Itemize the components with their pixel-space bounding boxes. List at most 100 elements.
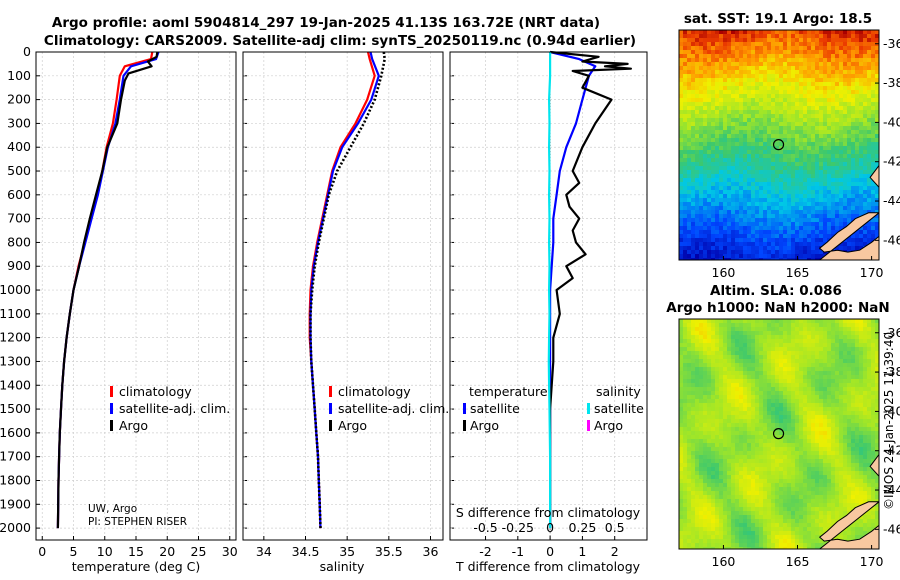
heatmap-cell xyxy=(715,70,720,75)
heatmap-cell xyxy=(835,74,840,79)
heatmap-cell xyxy=(807,351,812,356)
heatmap-cell xyxy=(767,34,772,39)
heatmap-cell xyxy=(775,423,780,428)
heatmap-cell xyxy=(831,122,836,127)
heatmap-cell xyxy=(843,439,848,444)
heatmap-cell xyxy=(779,447,784,452)
heatmap-cell xyxy=(831,142,836,147)
heatmap-cell xyxy=(835,42,840,47)
heatmap-cell xyxy=(715,102,720,107)
heatmap-cell xyxy=(763,210,768,215)
heatmap-cell xyxy=(799,42,804,47)
heatmap-cell xyxy=(715,351,720,356)
heatmap-cell xyxy=(703,419,708,424)
heatmap-cell xyxy=(859,399,864,404)
heatmap-cell xyxy=(783,347,788,352)
heatmap-cell xyxy=(699,355,704,360)
heatmap-cell xyxy=(763,158,768,163)
y-tick-label: 2000 xyxy=(0,520,31,535)
heatmap-cell xyxy=(847,327,852,332)
heatmap-cell xyxy=(703,383,708,388)
heatmap-cell xyxy=(863,114,868,119)
heatmap-cell xyxy=(831,339,836,344)
heatmap-cell xyxy=(747,170,752,175)
heatmap-cell xyxy=(783,367,788,372)
heatmap-cell xyxy=(831,46,836,51)
heatmap-cell xyxy=(811,246,816,251)
heatmap-cell xyxy=(735,118,740,123)
heatmap-cell xyxy=(715,451,720,456)
heatmap-cell xyxy=(787,459,792,464)
heatmap-cell xyxy=(843,70,848,75)
heatmap-cell xyxy=(847,455,852,460)
heatmap-cell xyxy=(751,206,756,211)
heatmap-cell xyxy=(707,435,712,440)
heatmap-cell xyxy=(787,106,792,111)
heatmap-cell xyxy=(831,395,836,400)
heatmap-cell xyxy=(803,254,808,259)
heatmap-cell xyxy=(703,230,708,235)
heatmap-cell xyxy=(795,94,800,99)
heatmap-cell xyxy=(871,150,876,155)
heatmap-cell xyxy=(831,222,836,227)
heatmap-cell xyxy=(679,82,684,87)
heatmap-cell xyxy=(783,234,788,239)
heatmap-cell xyxy=(683,443,688,448)
heatmap-cell xyxy=(871,86,876,91)
heatmap-cell xyxy=(795,110,800,115)
heatmap-cell xyxy=(851,427,856,432)
heatmap-cell xyxy=(703,375,708,380)
heatmap-cell xyxy=(691,58,696,63)
heatmap-cell xyxy=(751,38,756,43)
heatmap-cell xyxy=(779,190,784,195)
heatmap-cell xyxy=(791,142,796,147)
heatmap-cell xyxy=(699,106,704,111)
heatmap-cell xyxy=(691,431,696,436)
heatmap-cell xyxy=(803,142,808,147)
heatmap-cell xyxy=(707,166,712,171)
heatmap-cell xyxy=(747,178,752,183)
heatmap-cell xyxy=(763,138,768,143)
heatmap-cell xyxy=(747,94,752,99)
heatmap-cell xyxy=(739,327,744,332)
heatmap-cell xyxy=(783,110,788,115)
heatmap-cell xyxy=(791,214,796,219)
heatmap-cell xyxy=(795,399,800,404)
heatmap-cell xyxy=(743,379,748,384)
heatmap-cell xyxy=(875,154,879,159)
heatmap-cell xyxy=(783,194,788,199)
heatmap-cell xyxy=(795,142,800,147)
heatmap-cell xyxy=(799,58,804,63)
heatmap-cell xyxy=(863,102,868,107)
heatmap-cell xyxy=(835,379,840,384)
heatmap-cell xyxy=(707,202,712,207)
heatmap-cell xyxy=(787,62,792,67)
heatmap-cell xyxy=(755,74,760,79)
heatmap-cell xyxy=(723,198,728,203)
heatmap-cell xyxy=(839,166,844,171)
heatmap-cell xyxy=(751,238,756,243)
heatmap-cell xyxy=(811,114,816,119)
difference-axes-frame xyxy=(449,51,648,541)
legend-label-s-argo: Argo xyxy=(594,418,623,433)
heatmap-cell xyxy=(711,459,716,464)
heatmap-cell xyxy=(791,443,796,448)
heatmap-cell xyxy=(863,122,868,127)
heatmap-cell xyxy=(871,210,876,215)
heatmap-cell xyxy=(847,242,852,247)
heatmap-cell xyxy=(711,242,716,247)
heatmap-cell xyxy=(735,130,740,135)
heatmap-cell xyxy=(755,335,760,340)
heatmap-cell xyxy=(775,102,780,107)
heatmap-cell xyxy=(759,403,764,408)
heatmap-cell xyxy=(759,439,764,444)
heatmap-cell xyxy=(839,439,844,444)
heatmap-cell xyxy=(687,234,692,239)
heatmap-cell xyxy=(811,74,816,79)
heatmap-cell xyxy=(827,371,832,376)
heatmap-cell xyxy=(827,363,832,368)
heatmap-cell xyxy=(791,327,796,332)
heatmap-cell xyxy=(691,391,696,396)
heatmap-cell xyxy=(691,375,696,380)
heatmap-cell xyxy=(823,150,828,155)
